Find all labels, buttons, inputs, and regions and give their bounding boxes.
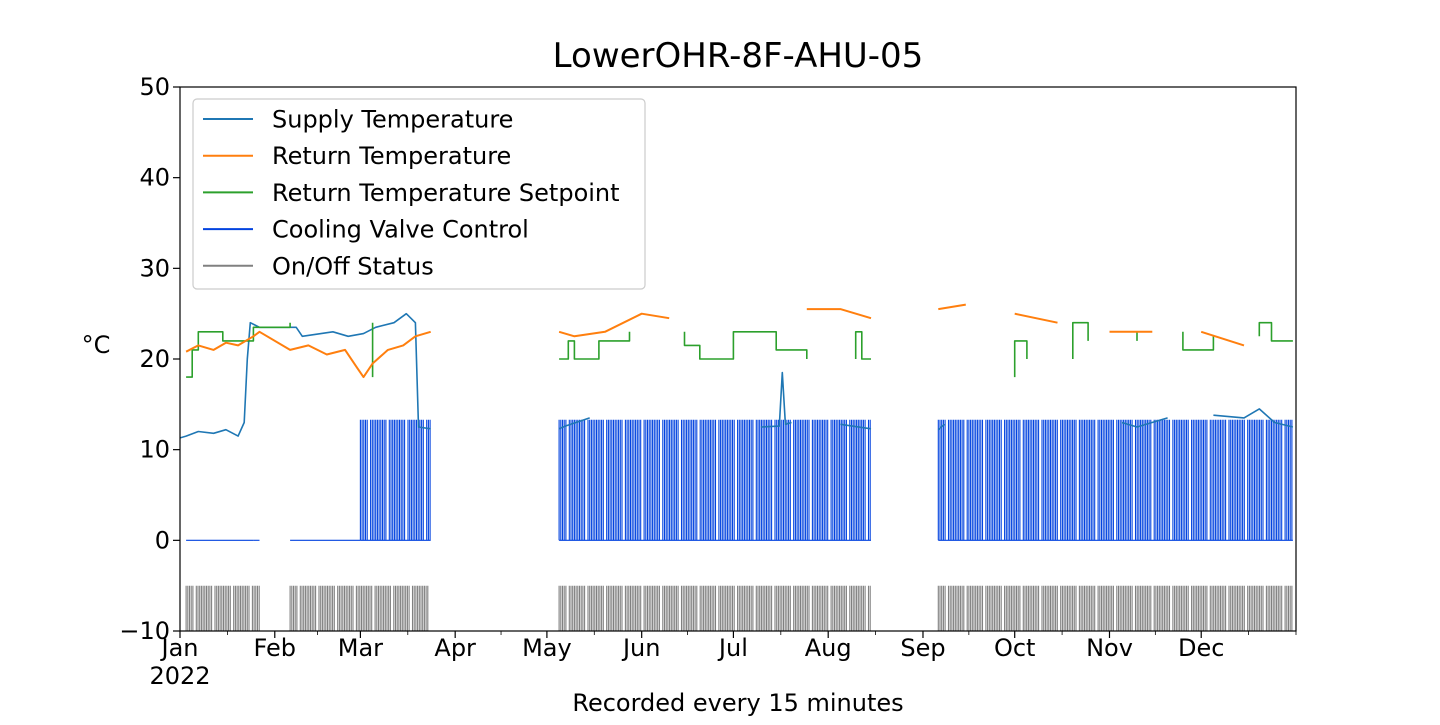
series-line	[180, 312, 1294, 439]
legend: Supply Temperature Return Temperature Retu…	[192, 98, 646, 290]
x-tick-label: Aug	[805, 634, 852, 662]
legend-label: Return Temperature	[272, 142, 511, 170]
x-tick-label: May	[522, 634, 572, 662]
x-tick-label: Dec	[1178, 634, 1224, 662]
legend-item-cooling-valve-control: Cooling Valve Control	[203, 216, 529, 244]
legend-label: Cooling Valve Control	[272, 216, 529, 244]
legend-label: Return Temperature Setpoint	[272, 179, 620, 207]
y-tick-label: 40	[139, 164, 170, 192]
series-return-temperature	[186, 305, 1293, 378]
series-supply-temperature	[180, 312, 1294, 439]
y-tick-label: 50	[139, 73, 170, 101]
series-segment	[185, 585, 260, 631]
y-tick-label: 10	[139, 436, 170, 464]
series-segment	[289, 585, 431, 631]
x-tick-label: Mar	[338, 634, 383, 662]
series-segment	[937, 419, 1293, 541]
x-axis-label: Recorded every 15 minutes	[572, 689, 903, 717]
y-tick-label: 30	[139, 254, 170, 282]
plot-area	[180, 305, 1293, 631]
series-cooling-valve-control	[186, 419, 1293, 541]
x-tick-label: Jul	[717, 634, 748, 662]
series-line	[186, 321, 1293, 378]
x-tick-label: Jun	[621, 634, 661, 662]
y-tick-label: −10	[119, 617, 170, 645]
data-layer	[180, 305, 1293, 631]
x-tick-label: Oct	[994, 634, 1036, 662]
y-axis-label: °C	[82, 331, 111, 359]
x-tick-label: Jan	[160, 634, 199, 662]
legend-item-return-temperature-setpoint: Return Temperature Setpoint	[203, 179, 620, 207]
series-segment	[558, 585, 871, 631]
series-line	[186, 305, 1293, 378]
x-axis: Jan Feb Mar Apr May Jun Jul Aug Sep Oct Nov Dec	[160, 631, 1297, 662]
legend-label: Supply Temperature	[272, 106, 513, 134]
x-year-label: 2022	[149, 662, 210, 690]
y-tick-label: 20	[139, 345, 170, 373]
legend-item-return-temperature: Return Temperature	[203, 142, 511, 170]
series-segment	[937, 585, 1293, 631]
legend-label: On/Off Status	[272, 252, 434, 280]
x-tick-label: Sep	[900, 634, 945, 662]
x-tick-label: Feb	[254, 634, 297, 662]
y-axis: −10 0 10 20 30 40 50	[119, 73, 180, 645]
x-tick-label: Apr	[434, 634, 476, 662]
series-on-off-status	[185, 585, 1293, 631]
series-return-temperature-setpoint	[186, 321, 1293, 378]
legend-box	[192, 98, 646, 290]
series-segment	[558, 419, 871, 541]
legend-item-supply-temperature: Supply Temperature	[203, 106, 513, 134]
series-segment	[359, 419, 431, 541]
chart-title: LowerOHR-8F-AHU-05	[553, 36, 924, 76]
x-tick-label: Nov	[1086, 634, 1133, 662]
legend-item-on-off-status: On/Off Status	[203, 252, 434, 280]
y-tick-label: 0	[155, 526, 170, 554]
